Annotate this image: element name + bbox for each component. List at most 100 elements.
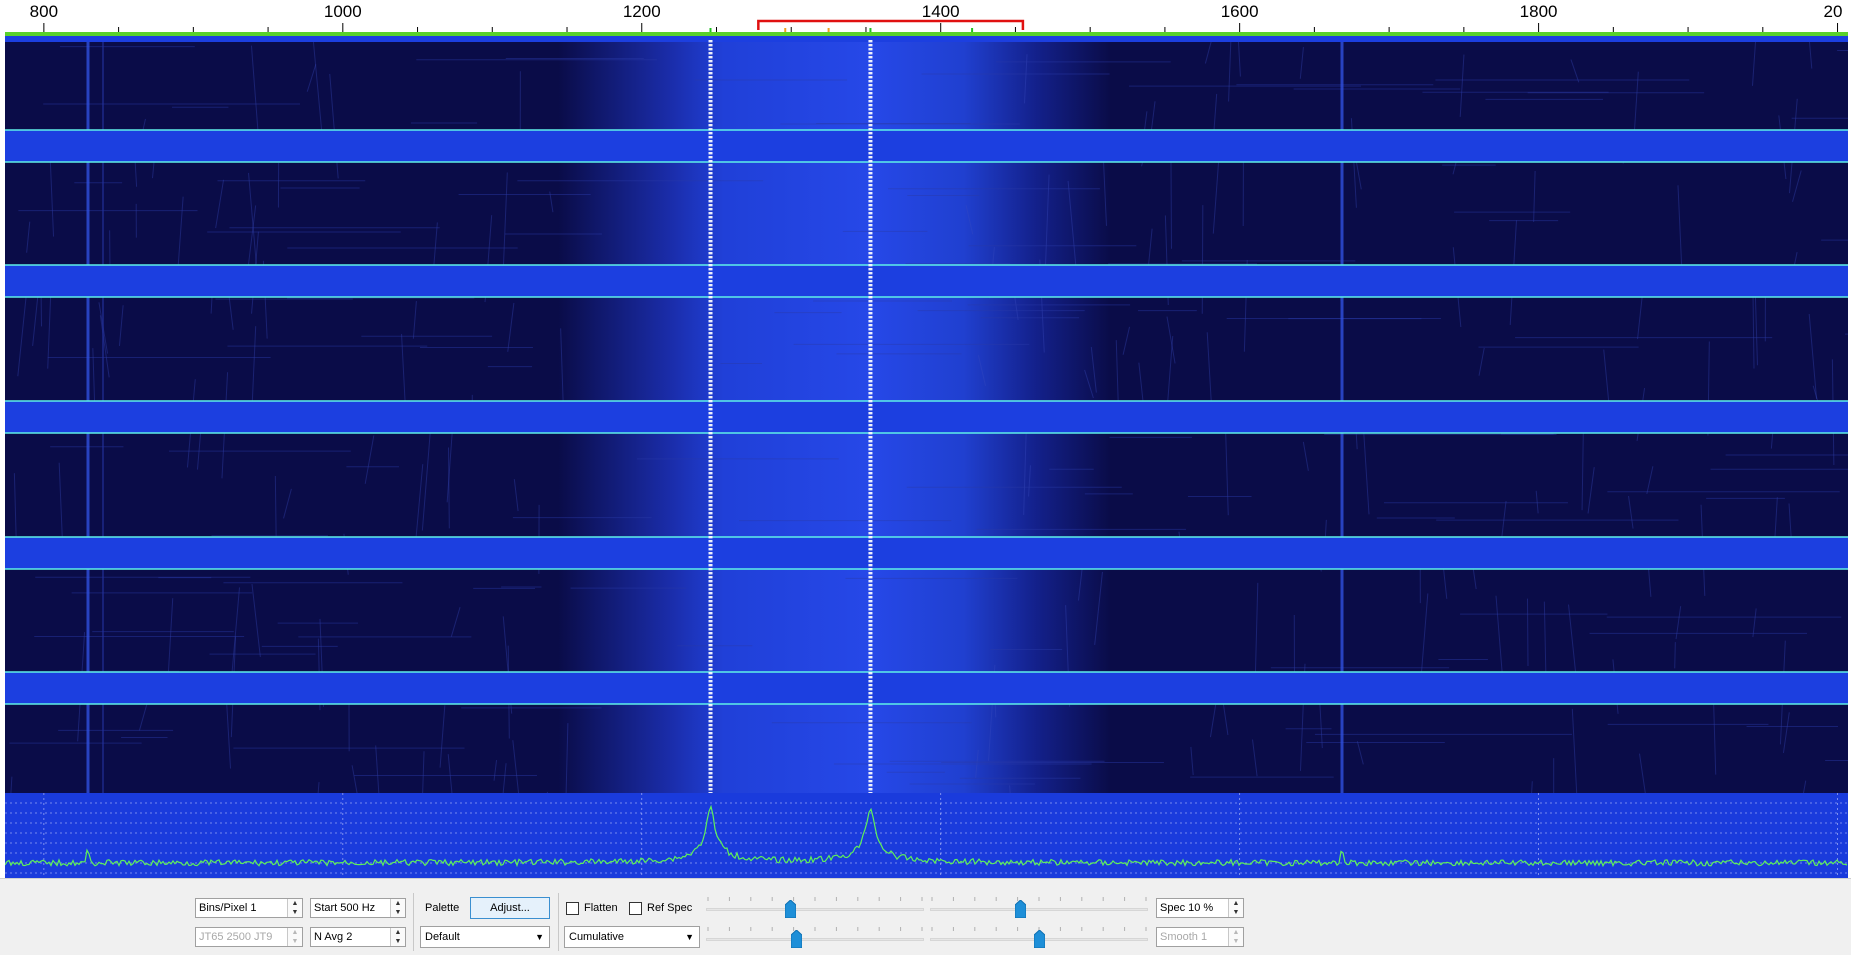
slider-groove[interactable] [706, 908, 924, 911]
signal-trace [709, 344, 713, 346]
signal-trace [868, 100, 872, 102]
signal-trace [868, 516, 872, 518]
signal-trace [868, 496, 872, 498]
signal-trace [709, 596, 713, 598]
signal-trace [709, 328, 713, 330]
signal-trace [709, 716, 713, 718]
spec-percent-value: Spec 10 % [1160, 902, 1213, 914]
signal-trace [709, 308, 713, 310]
signal-trace [868, 332, 872, 334]
signal-trace [709, 300, 713, 302]
signal-trace [709, 260, 713, 262]
signal-trace [709, 536, 713, 538]
signal-trace [709, 184, 713, 186]
signal-trace [709, 252, 713, 254]
signal-trace [709, 404, 713, 406]
signal-trace [868, 668, 872, 670]
signal-trace [709, 280, 713, 282]
transmit-band [5, 130, 1848, 162]
signal-trace [709, 448, 713, 450]
smooth-spinbox[interactable]: Smooth 1 ▲▼ [1156, 927, 1244, 947]
slider-thumb[interactable] [1015, 900, 1026, 918]
waterfall-display[interactable] [5, 36, 1848, 793]
signal-trace [709, 44, 713, 46]
spin-arrows-icon[interactable]: ▲▼ [390, 899, 405, 917]
spin-arrows-icon[interactable]: ▲▼ [390, 928, 405, 946]
adjust-button[interactable]: Adjust... [470, 897, 550, 919]
spec-percent-spinbox[interactable]: Spec 10 % ▲▼ [1156, 898, 1244, 918]
signal-trace [709, 168, 713, 170]
spin-arrows-icon[interactable]: ▲▼ [1228, 899, 1243, 917]
signal-trace [868, 88, 872, 90]
signal-trace [709, 640, 713, 642]
signal-trace [868, 388, 872, 390]
waterfall-canvas[interactable] [5, 36, 1848, 793]
bins-per-pixel-spinbox[interactable]: Bins/Pixel 1 ▲▼ [195, 898, 303, 918]
spin-arrows-icon[interactable]: ▲▼ [287, 899, 302, 917]
signal-trace [709, 492, 713, 494]
slider-groove[interactable] [930, 908, 1148, 911]
signal-trace [709, 704, 713, 706]
slider-thumb[interactable] [785, 900, 796, 918]
mode-spinbox[interactable]: JT65 2500 JT9 ▲▼ [195, 927, 303, 947]
slider-thumb-shape [785, 900, 796, 918]
slider-thumb[interactable] [1034, 930, 1045, 948]
signal-trace [868, 296, 872, 298]
signal-trace [868, 788, 872, 790]
signal-trace [709, 196, 713, 198]
spin-arrows-icon[interactable]: ▲▼ [287, 928, 302, 946]
signal-trace [868, 372, 872, 374]
signal-trace [868, 724, 872, 726]
signal-trace [709, 444, 713, 446]
signal-trace [709, 200, 713, 202]
tick-label: 800 [30, 2, 58, 22]
signal-trace [709, 692, 713, 694]
spec-gain-slider[interactable] [706, 927, 924, 949]
ref-spec-checkbox[interactable] [629, 902, 642, 915]
signal-trace [868, 748, 872, 750]
start-frequency-spinbox[interactable]: Start 500 Hz ▲▼ [310, 898, 406, 918]
signal-trace [709, 108, 713, 110]
signal-trace [868, 292, 872, 294]
slider-thumb[interactable] [791, 930, 802, 948]
palette-combobox[interactable]: Default ▼ [420, 926, 550, 948]
signal-trace [868, 380, 872, 382]
zero-slider[interactable] [930, 897, 1148, 919]
signal-trace [868, 504, 872, 506]
signal-trace [868, 120, 872, 122]
n-avg-spinbox[interactable]: N Avg 2 ▲▼ [310, 927, 406, 947]
signal-trace [709, 164, 713, 166]
mode-value: JT65 2500 JT9 [199, 931, 272, 943]
signal-trace [709, 72, 713, 74]
signal-trace [709, 564, 713, 566]
flatten-checkbox[interactable] [566, 902, 579, 915]
spectrum-mode-combobox[interactable]: Cumulative ▼ [564, 926, 700, 948]
signal-trace [868, 548, 872, 550]
signal-trace [709, 336, 713, 338]
signal-trace [709, 140, 713, 142]
signal-trace [868, 356, 872, 358]
signal-trace [868, 628, 872, 630]
signal-trace [709, 484, 713, 486]
signal-trace [709, 600, 713, 602]
slider-groove[interactable] [706, 938, 924, 941]
signal-trace [868, 744, 872, 746]
signal-trace [868, 484, 872, 486]
signal-trace [709, 180, 713, 182]
signal-trace [709, 636, 713, 638]
signal-trace [709, 376, 713, 378]
signal-trace [709, 264, 713, 266]
spin-arrows-icon[interactable]: ▲▼ [1228, 928, 1243, 946]
spectrum-canvas[interactable] [5, 793, 1848, 878]
slider-thumb-shape [1015, 900, 1026, 918]
signal-trace [709, 424, 713, 426]
signal-trace [709, 296, 713, 298]
transmit-band [5, 537, 1848, 569]
signal-trace [868, 176, 872, 178]
signal-trace [868, 252, 872, 254]
signal-trace [868, 620, 872, 622]
spectrum-display[interactable] [5, 793, 1848, 878]
signal-trace [709, 320, 713, 322]
gain-slider[interactable] [706, 897, 924, 919]
spec-zero-slider[interactable] [930, 927, 1148, 949]
